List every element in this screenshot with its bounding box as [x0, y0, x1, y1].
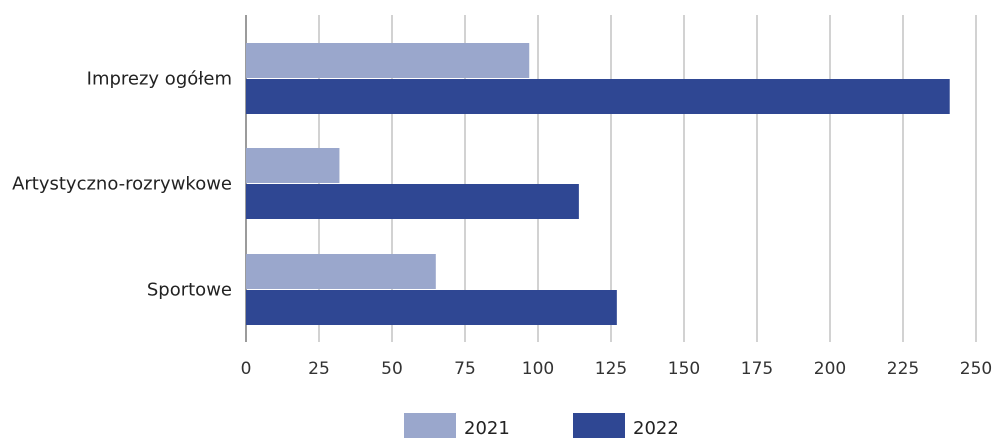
x-tick-label: 175: [741, 359, 773, 379]
category-label: Sportowe: [147, 280, 232, 301]
bar-2021: [246, 43, 530, 78]
x-tick-label: 150: [668, 359, 700, 379]
x-tick-label: 75: [454, 359, 476, 379]
x-tick-label: 25: [308, 359, 330, 379]
label-layer: 0 25 50 75 100 125 150 175 200 225 250 Imprezy ogół…: [12, 69, 992, 380]
legend-swatch-2022: [573, 413, 625, 438]
x-tick-label: 125: [595, 359, 627, 379]
bar-2022: [246, 184, 579, 219]
legend-label: 2022: [633, 418, 679, 438]
bar-layer: [246, 43, 950, 325]
x-tick-label: 225: [887, 359, 919, 379]
category-label: Artystyczno-rozrywkowe: [12, 174, 232, 195]
x-tick-label: 50: [381, 359, 403, 379]
bar-2021: [246, 148, 340, 183]
legend-label: 2021: [464, 418, 510, 438]
category-label: Imprezy ogółem: [87, 69, 232, 90]
x-tick-label: 100: [522, 359, 554, 379]
legend: 2021 2022: [404, 413, 679, 438]
bar-2022: [246, 79, 950, 114]
bar-2022: [246, 290, 617, 325]
x-tick-label: 200: [814, 359, 846, 379]
bar-2021: [246, 254, 436, 289]
x-tick-label: 250: [960, 359, 992, 379]
legend-swatch-2021: [404, 413, 456, 438]
x-tick-label: 0: [241, 359, 252, 379]
